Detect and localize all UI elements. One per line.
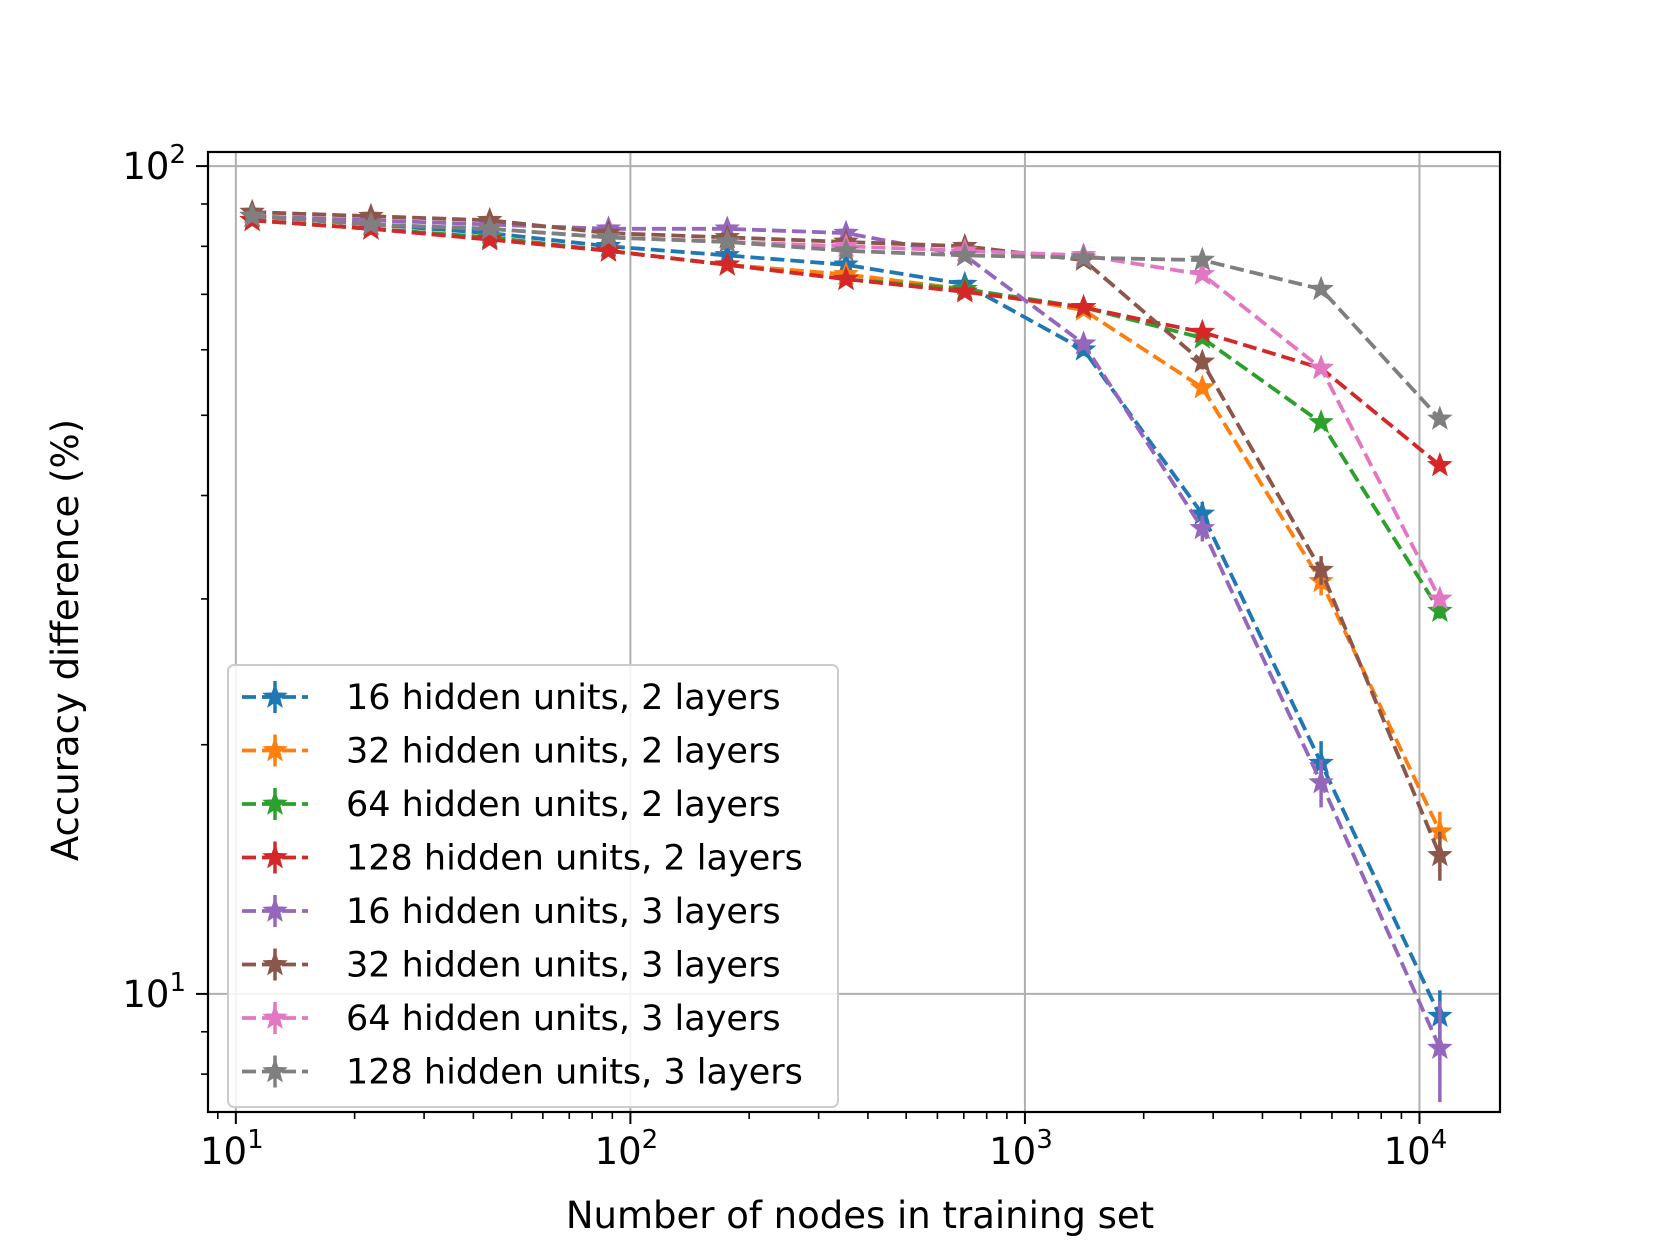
legend-label: 64 hidden units, 2 layers (346, 785, 781, 825)
x-tick-label: 102 (595, 1125, 659, 1173)
data-point (595, 237, 622, 262)
data-point (833, 265, 859, 291)
legend-label: 32 hidden units, 3 layers (346, 946, 781, 986)
legend-label: 128 hidden units, 2 layers (346, 839, 803, 879)
legend-label: 128 hidden units, 3 layers (346, 1053, 803, 1093)
axes-frame (206, 150, 1502, 1114)
data-point (476, 226, 503, 251)
x-axis-label: Number of nodes in training set (566, 1194, 1154, 1237)
data-point (1427, 405, 1453, 430)
legend-label: 16 hidden units, 2 layers (346, 678, 781, 718)
legend-entry: 64 hidden units, 3 layers (242, 999, 781, 1039)
data-point (1189, 348, 1216, 373)
series-line (252, 210, 1442, 857)
legend-marker (262, 683, 288, 708)
data-point (1070, 293, 1097, 319)
data-point (1308, 409, 1334, 434)
data-point (1189, 515, 1216, 540)
legend-marker (262, 790, 288, 815)
series-line (252, 214, 1442, 600)
legend-entry: 128 hidden units, 2 layers (242, 839, 803, 879)
legend-marker (262, 737, 288, 762)
data-point (1308, 354, 1334, 380)
legend-marker (262, 951, 288, 976)
data-point (1427, 451, 1453, 477)
legend-entry: 16 hidden units, 3 layers (242, 892, 781, 932)
x-tick-label: 103 (989, 1125, 1053, 1173)
data-point (1189, 318, 1216, 344)
legend-marker (262, 1058, 288, 1083)
legend-label: 64 hidden units, 3 layers (346, 999, 781, 1039)
legend-entry: 16 hidden units, 2 layers (242, 678, 781, 718)
series-line (252, 218, 1442, 613)
data-point (833, 237, 859, 262)
data-point (952, 278, 978, 303)
data-point (239, 202, 265, 228)
data-point (1427, 597, 1453, 622)
legend-box (227, 664, 839, 1108)
series-8 (239, 202, 1453, 430)
data-point (1427, 841, 1453, 867)
data-point (952, 241, 978, 267)
legend-marker (262, 844, 288, 869)
data-point (1070, 244, 1097, 269)
data-point (1427, 1034, 1453, 1059)
legend-entry: 128 hidden units, 3 layers (242, 1053, 803, 1093)
data-point (1189, 246, 1216, 271)
data-point (1189, 260, 1216, 286)
data-point (1308, 769, 1334, 794)
legend-entry: 32 hidden units, 3 layers (242, 946, 781, 986)
legend-entry: 32 hidden units, 2 layers (242, 732, 781, 772)
legend-entry: 64 hidden units, 2 layers (242, 785, 781, 825)
series-line (252, 214, 1442, 421)
data-point (1189, 374, 1216, 399)
data-point (1308, 275, 1334, 301)
legend-label: 16 hidden units, 3 layers (346, 892, 781, 932)
data-point (1070, 330, 1097, 355)
y-tick-label: 102 (122, 140, 186, 188)
data-point (714, 251, 741, 276)
data-point (1427, 585, 1453, 610)
x-tick-label: 104 (1384, 1125, 1448, 1173)
data-point (1308, 556, 1334, 582)
legend-marker (262, 1004, 288, 1029)
series-layer (239, 198, 1453, 1103)
legend: 16 hidden units, 2 layers 32 hidden units… (227, 664, 839, 1108)
y-tick-label: 101 (122, 968, 186, 1016)
data-point (595, 224, 622, 249)
legend-marker (262, 897, 288, 922)
ticks: 101 102 103 104 101 102 (122, 140, 1447, 1173)
y-axis-label: Accuracy difference (%) (44, 419, 87, 861)
data-point (358, 211, 384, 236)
x-tick-label: 101 (200, 1125, 264, 1173)
data-point (476, 215, 503, 240)
data-point (714, 228, 741, 253)
legend-label: 32 hidden units, 2 layers (346, 732, 781, 772)
series-line (252, 214, 1442, 1017)
